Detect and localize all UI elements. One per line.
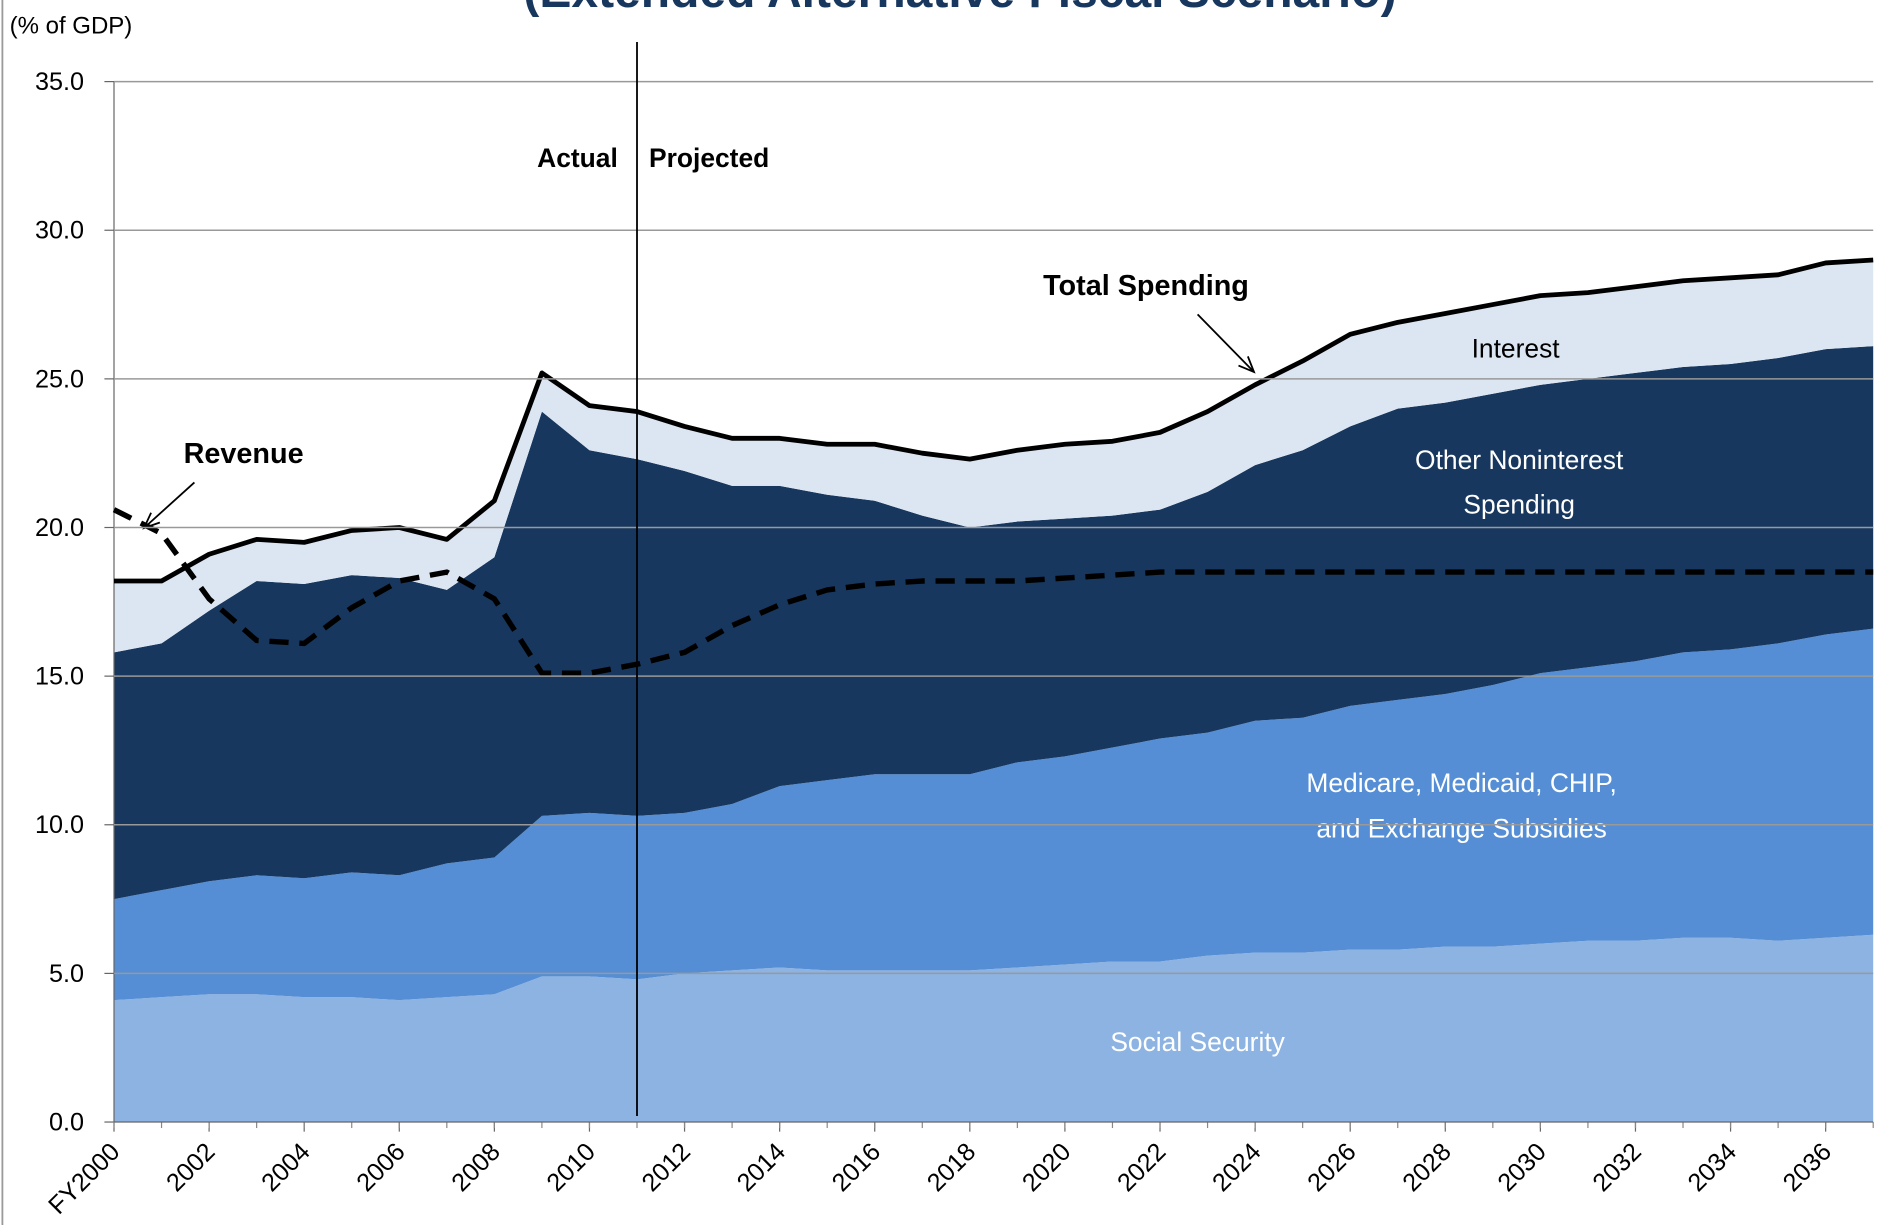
area-label: and Exchange Subsidies [1316,814,1607,844]
x-tick-label: FY2000 [43,1138,125,1220]
x-tick-label: 2022 [1112,1138,1171,1197]
x-tick-label: 2028 [1397,1138,1456,1197]
annotation: Actual [537,143,618,173]
grid [114,80,1874,975]
x-tick-label: 2024 [1207,1138,1266,1197]
line-label: Revenue [184,438,304,470]
area-label: Social Security [1110,1027,1285,1057]
x-tick-label: 2004 [256,1138,315,1197]
area-label: Spending [1463,490,1575,520]
annotation: Projected [649,143,769,173]
x-tick-label: 2026 [1302,1138,1361,1197]
x-tick-label: 2036 [1778,1138,1837,1197]
arrow [1196,313,1255,373]
y-tick-label: 5.0 [49,960,84,988]
chart-title: (Extended Alternative Fiscal Scenario) [523,0,1396,18]
x-tick-label: 2010 [541,1138,600,1197]
arrow [143,481,196,529]
x-tick-label: 2014 [732,1138,791,1197]
x-tick-label: 2034 [1683,1138,1742,1197]
x-tick-label: 2032 [1587,1138,1646,1197]
x-tick-label: 2002 [161,1138,220,1197]
area-label: Medicare, Medicaid, CHIP, [1306,768,1616,798]
line [114,257,1874,584]
line [112,507,1874,676]
y-tick-label: 20.0 [35,514,84,542]
x-tick-label: 2006 [351,1138,410,1197]
y-tick-label: 10.0 [35,811,84,839]
area-label: Interest [1472,334,1561,364]
area [114,346,1874,900]
x-tick-label: 2020 [1017,1138,1076,1197]
y-tick-label: 15.0 [35,663,84,691]
x-tick-label: 2018 [922,1138,981,1197]
y-tick-label: 0.0 [49,1108,84,1136]
y-axis-label: (% of GDP) [10,13,133,40]
line-label: Total Spending [1043,270,1249,302]
area-label: Other Noninterest [1415,445,1624,475]
areas [114,259,1874,1123]
x-tick-label: 2030 [1492,1138,1551,1197]
y-tick-label: 35.0 [35,68,84,96]
arrow-head [1238,356,1256,374]
y-tick-label: 25.0 [35,365,84,393]
x-tick-label: 2012 [637,1138,696,1197]
area [114,934,1874,1123]
x-tick-label: 2008 [446,1138,505,1197]
x-tick-label: 2016 [827,1138,886,1197]
area [114,628,1874,1001]
y-tick-label: 30.0 [35,217,84,245]
